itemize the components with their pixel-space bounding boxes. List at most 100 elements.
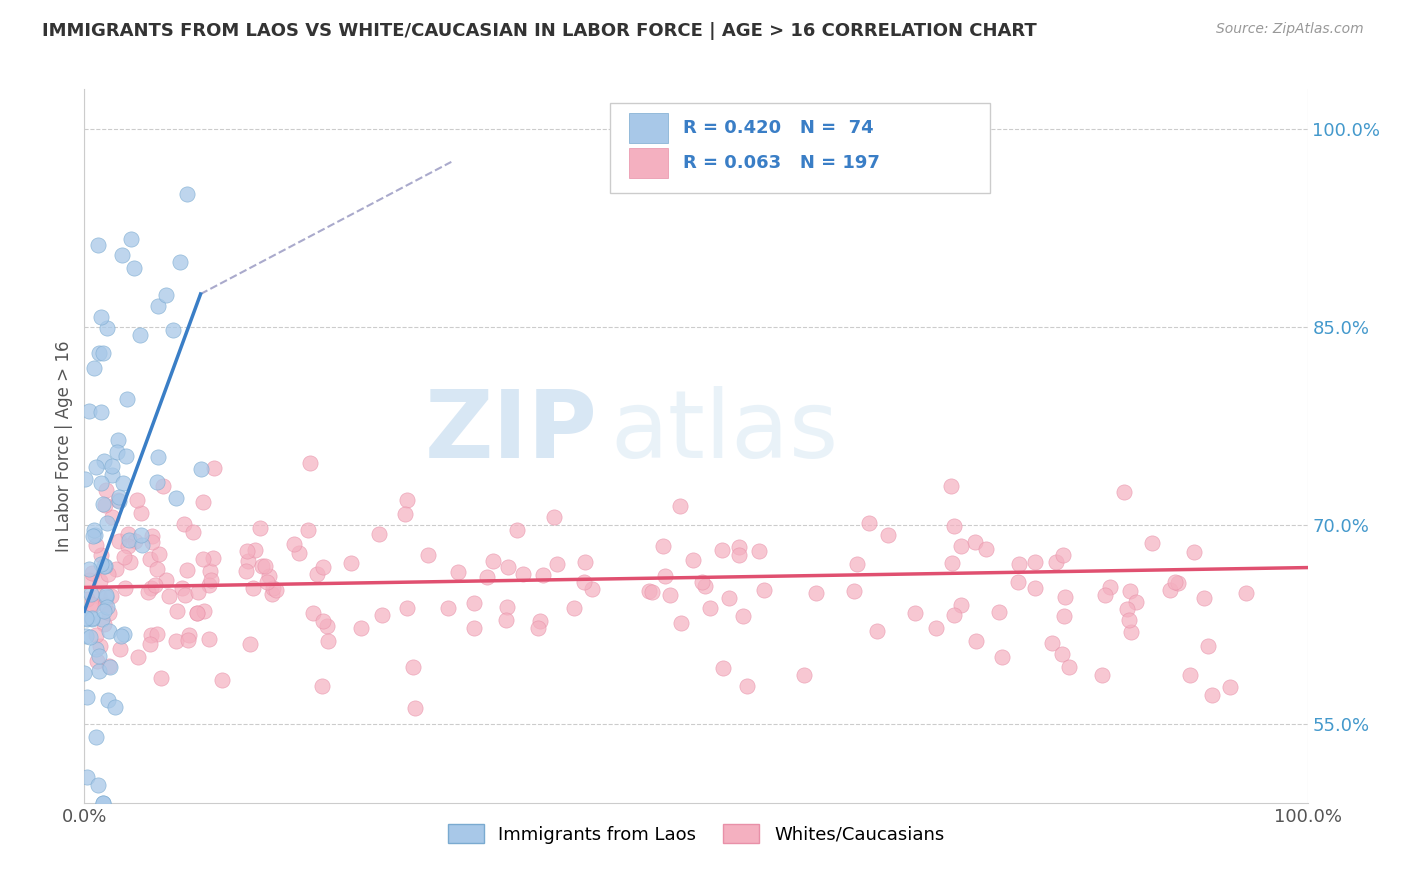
Point <box>463 621 485 635</box>
Point <box>157 589 180 603</box>
Point <box>90 557 112 571</box>
Point <box>748 543 770 558</box>
Point <box>139 581 162 595</box>
Point <box>690 575 713 590</box>
Point <box>496 559 519 574</box>
Point <box>1159 583 1181 598</box>
Point <box>114 549 136 564</box>
Point <box>264 583 287 598</box>
Point <box>1053 609 1076 624</box>
Point <box>100 590 122 604</box>
Legend: Immigrants from Laos, Whites/Caucasians: Immigrants from Laos, Whites/Caucasians <box>440 817 952 851</box>
Point <box>169 254 191 268</box>
Point <box>143 577 166 591</box>
Text: Source: ZipAtlas.com: Source: ZipAtlas.com <box>1216 22 1364 37</box>
Point <box>98 659 121 673</box>
Point <box>546 558 568 572</box>
Point <box>288 546 311 560</box>
Point <box>165 634 187 648</box>
Point <box>527 621 550 635</box>
Point <box>669 499 692 513</box>
Point <box>844 583 866 598</box>
Point <box>129 528 152 542</box>
Point <box>1184 544 1206 558</box>
Point <box>91 346 114 360</box>
Point <box>122 260 145 275</box>
Point <box>90 548 112 562</box>
Point <box>533 568 555 582</box>
Point <box>924 621 946 635</box>
Point <box>96 320 118 334</box>
Point <box>75 472 97 486</box>
Point <box>574 555 596 569</box>
Point <box>94 588 117 602</box>
Point <box>84 731 107 745</box>
Point <box>659 588 682 602</box>
Point <box>1140 536 1163 550</box>
Point <box>141 529 163 543</box>
Point <box>90 405 112 419</box>
Point <box>93 454 115 468</box>
Point <box>108 533 131 548</box>
Point <box>543 509 565 524</box>
Point <box>1052 548 1074 562</box>
Point <box>262 581 284 595</box>
Point <box>682 552 704 566</box>
Point <box>949 539 972 553</box>
Point <box>651 539 673 553</box>
Point <box>165 491 187 505</box>
Point <box>105 562 128 576</box>
Point <box>80 587 103 601</box>
Point <box>79 630 101 644</box>
Point <box>162 323 184 337</box>
Point <box>77 573 100 587</box>
Point <box>94 559 117 574</box>
Point <box>91 796 114 810</box>
Point <box>93 498 115 512</box>
Point <box>141 534 163 549</box>
Point <box>89 574 111 588</box>
Point <box>252 559 274 574</box>
Point <box>177 633 200 648</box>
Point <box>197 577 219 591</box>
Point <box>728 540 751 554</box>
Point <box>131 538 153 552</box>
Point <box>124 534 146 549</box>
Point <box>87 648 110 663</box>
Point <box>118 555 141 569</box>
Point <box>949 599 972 613</box>
Point <box>114 449 136 463</box>
Point <box>991 649 1014 664</box>
Point <box>257 568 280 582</box>
Point <box>181 524 204 539</box>
Point <box>101 458 124 473</box>
Point <box>101 468 124 483</box>
Point <box>1057 660 1080 674</box>
Point <box>96 599 118 614</box>
Point <box>87 589 110 603</box>
Point <box>1024 582 1046 596</box>
Point <box>298 456 321 470</box>
Point <box>283 537 305 551</box>
Point <box>89 640 111 654</box>
Point <box>939 479 962 493</box>
Point <box>115 392 138 407</box>
Point <box>256 575 278 590</box>
FancyBboxPatch shape <box>628 148 668 178</box>
Point <box>146 626 169 640</box>
Point <box>93 796 115 810</box>
Point <box>249 521 271 535</box>
Point <box>82 599 104 613</box>
FancyBboxPatch shape <box>628 113 668 144</box>
Point <box>718 591 741 605</box>
Point <box>236 554 259 568</box>
Point <box>396 493 419 508</box>
Point <box>186 606 208 620</box>
Point <box>482 554 505 568</box>
Point <box>262 587 284 601</box>
Text: R = 0.420   N =  74: R = 0.420 N = 74 <box>682 120 873 137</box>
Point <box>711 661 734 675</box>
Point <box>1054 590 1077 604</box>
Point <box>1091 668 1114 682</box>
Point <box>97 567 120 582</box>
